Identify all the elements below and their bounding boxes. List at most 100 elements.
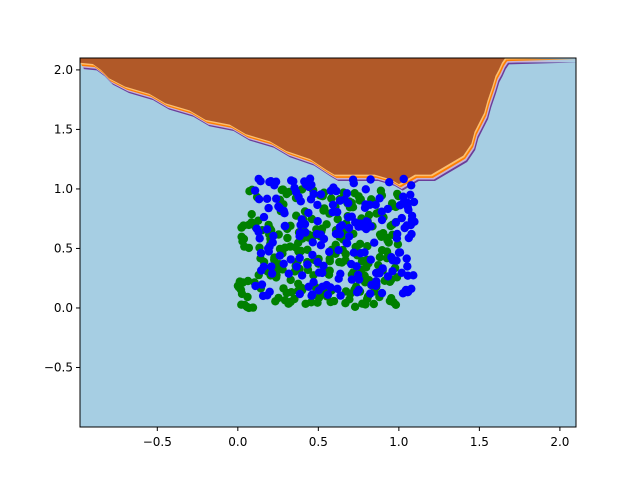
scatter-point-series-2 [250,186,260,195]
scatter-point-series-2 [304,208,313,218]
scatter-point-series-2 [391,218,401,227]
scatter-point-series-2 [397,213,406,223]
scatter-point-series-2 [275,251,284,260]
scatter-points [233,174,419,313]
scatter-point-series-2 [251,281,260,291]
scatter-point-series-2 [262,194,272,203]
scatter-point-series-1 [391,300,401,309]
y-tick-label: 2.0 [54,63,73,77]
x-tick-label: 0.0 [228,435,247,449]
scatter-point-series-2 [407,215,417,225]
scatter-point-series-1 [327,194,336,203]
scatter-point-series-2 [264,203,273,213]
scatter-point-series-1 [248,303,258,312]
scatter-point-series-2 [383,272,393,281]
x-tick-label: 0.5 [309,435,328,449]
scatter-point-series-2 [254,195,264,204]
scatter-point-series-2 [286,255,295,264]
scatter-point-series-1 [382,233,391,243]
scatter-point-series-2 [362,224,371,234]
scatter-point-series-1 [361,300,370,309]
scatter-point-series-2 [308,250,317,260]
scatter-point-series-1 [239,234,249,244]
scatter-point-series-1 [319,206,328,215]
scatter-point-series-2 [372,279,381,289]
scatter-point-series-2 [395,248,405,257]
scatter-point-series-2 [269,231,278,241]
scatter-point-series-2 [314,286,323,295]
scatter-point-series-2 [342,238,351,248]
scatter-point-series-1 [243,276,253,286]
y-tick-label: 0.5 [54,241,73,255]
scatter-point-series-2 [365,200,375,209]
decision-region-brown [80,58,506,185]
scatter-point-series-2 [371,200,380,209]
scatter-point-series-1 [329,296,339,306]
plot-area [80,58,576,427]
scatter-point-series-2 [403,262,412,271]
scatter-point-series-1 [350,302,360,311]
scatter-point-series-2 [280,209,289,218]
scatter-point-series-2 [328,200,338,209]
scatter-point-series-2 [345,232,354,241]
scatter-point-series-1 [237,223,246,232]
scatter-point-series-2 [316,190,326,199]
scatter-point-series-2 [281,221,290,231]
scatter-point-series-2 [301,228,310,237]
scatter-point-series-2 [344,223,354,233]
y-tick-label: 0.0 [54,301,73,315]
scatter-point-series-2 [256,177,265,186]
x-axis: −0.5 0.0 0.5 1.0 1.5 2.0 [143,427,569,449]
scatter-point-series-2 [336,269,345,278]
scatter-point-series-2 [266,177,276,186]
scatter-point-series-2 [407,284,416,293]
scatter-point-series-1 [341,299,350,308]
scatter-point-series-1 [359,257,368,266]
scatter-point-series-1 [279,284,288,293]
scatter-point-series-1 [237,289,247,299]
scatter-point-series-1 [247,210,256,219]
scatter-point-series-2 [366,175,375,184]
scatter-point-series-2 [279,259,288,268]
scatter-point-series-2 [385,178,394,187]
scatter-point-series-2 [398,199,407,208]
scatter-point-series-1 [282,189,291,199]
scatter-point-series-2 [347,259,356,269]
scatter-point-series-2 [354,275,364,284]
scatter-point-series-2 [292,262,301,271]
y-tick-label: 1.0 [54,182,73,196]
scatter-point-series-2 [306,195,316,204]
scatter-point-series-2 [349,248,358,257]
scatter-point-series-2 [308,238,317,247]
scatter-point-series-1 [244,243,254,253]
scatter-point-series-2 [265,287,274,296]
scatter-point-series-2 [392,256,401,265]
scatter-point-series-2 [392,234,402,243]
scatter-point-series-2 [259,212,269,222]
scatter-point-series-2 [256,248,266,258]
scatter-point-series-1 [280,243,290,252]
scatter-point-series-2 [333,229,343,238]
scatter-point-series-2 [284,269,293,278]
scatter-point-series-2 [252,224,261,233]
scatter-point-series-2 [377,215,387,225]
x-tick-label: 1.5 [470,435,489,449]
scatter-point-series-2 [366,289,375,298]
scatter-point-series-2 [265,242,274,251]
scatter-point-series-1 [350,189,359,198]
scatter-point-series-1 [341,249,350,259]
scatter-point-series-2 [377,288,387,298]
scatter-point-series-2 [402,254,411,263]
scatter-point-series-2 [366,255,375,264]
scatter-point-series-2 [399,174,408,184]
scatter-point-series-2 [307,291,316,300]
scatter-point-series-2 [305,174,315,183]
scatter-point-series-1 [335,257,344,267]
scatter-point-series-2 [323,290,333,299]
scatter-point-series-2 [347,275,357,284]
scatter-point-series-2 [333,284,342,293]
scatter-point-series-2 [267,262,276,271]
scatter-point-series-2 [370,238,379,247]
scatter-point-series-2 [406,190,415,199]
